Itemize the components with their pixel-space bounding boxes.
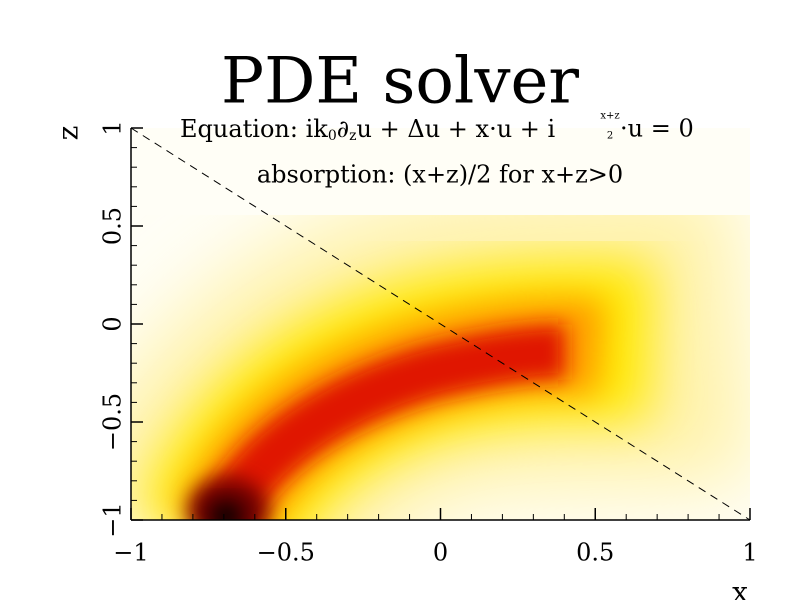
equation-part: 0 (328, 128, 337, 144)
x-tick-label: −1 (113, 539, 148, 567)
chart-title: PDE solver (221, 45, 579, 119)
density-field (131, 128, 750, 520)
x-tick-label: 0 (433, 539, 448, 567)
x-tick-label: −0.5 (257, 539, 315, 567)
equation-part: u + Δu + x·u + i (357, 115, 556, 143)
dashed-line (130, 127, 751, 521)
y-tick-label: 0.5 (99, 207, 127, 245)
equation: Equation: ik0∂zu + Δu + x·u + i (180, 115, 556, 145)
equation-part: z (349, 128, 356, 144)
equation-part: ·u = 0 (620, 115, 694, 143)
equation-part: Equation: ik (180, 115, 328, 143)
x-tick-label: 0.5 (576, 539, 614, 567)
equation-part: x+z (600, 111, 619, 122)
x-tick-label: 1 (742, 539, 757, 567)
y-tick-label: 0 (99, 316, 127, 331)
x-axis-label: x (732, 576, 748, 600)
y-tick-label: −0.5 (99, 393, 127, 451)
y-axis-label: z (52, 126, 85, 141)
subtitle: absorption: (x+z)/2 for x+z>0 (257, 161, 623, 189)
y-tick-label: −1 (99, 502, 127, 537)
equation-part: 2 (607, 131, 613, 142)
y-tick-label: 1 (99, 120, 127, 135)
equation-part: ∂ (337, 115, 349, 143)
